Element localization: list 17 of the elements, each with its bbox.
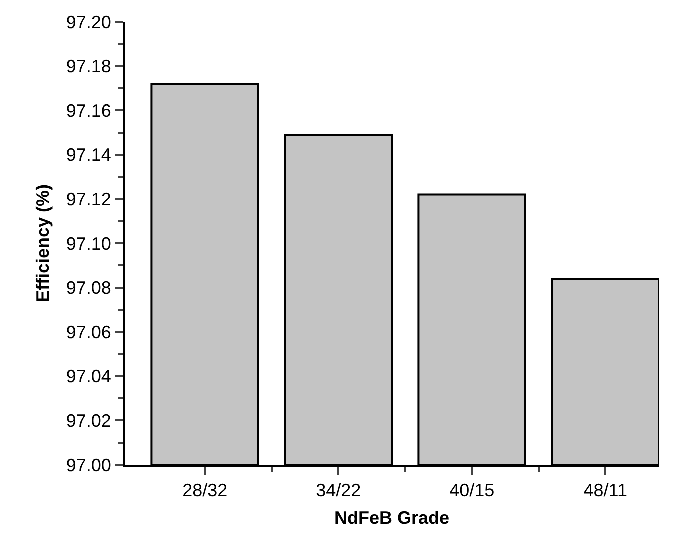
x-tick-label: 28/32 <box>182 480 228 501</box>
y-axis-title: Efficiency (%) <box>33 184 54 303</box>
y-tick-label: 97.00 <box>66 455 112 476</box>
y-tick-label: 97.02 <box>66 411 112 431</box>
y-tick-label: 97.20 <box>66 12 112 32</box>
y-tick-label: 97.04 <box>66 366 112 387</box>
y-tick-label: 97.10 <box>66 234 112 254</box>
y-tick-label: 97.14 <box>66 145 112 166</box>
y-tick-label: 97.16 <box>66 100 112 121</box>
y-tick-label: 97.08 <box>66 278 112 298</box>
x-tick-label: 40/15 <box>450 480 495 501</box>
x-tick-label: 34/22 <box>316 480 362 501</box>
x-tick-label: 48/11 <box>584 480 628 501</box>
y-tick-label: 97.18 <box>66 56 112 77</box>
y-tick-label: 97.12 <box>66 190 112 210</box>
y-tick-label: 97.06 <box>66 322 112 342</box>
x-axis-title: NdFeB Grade <box>334 508 450 528</box>
